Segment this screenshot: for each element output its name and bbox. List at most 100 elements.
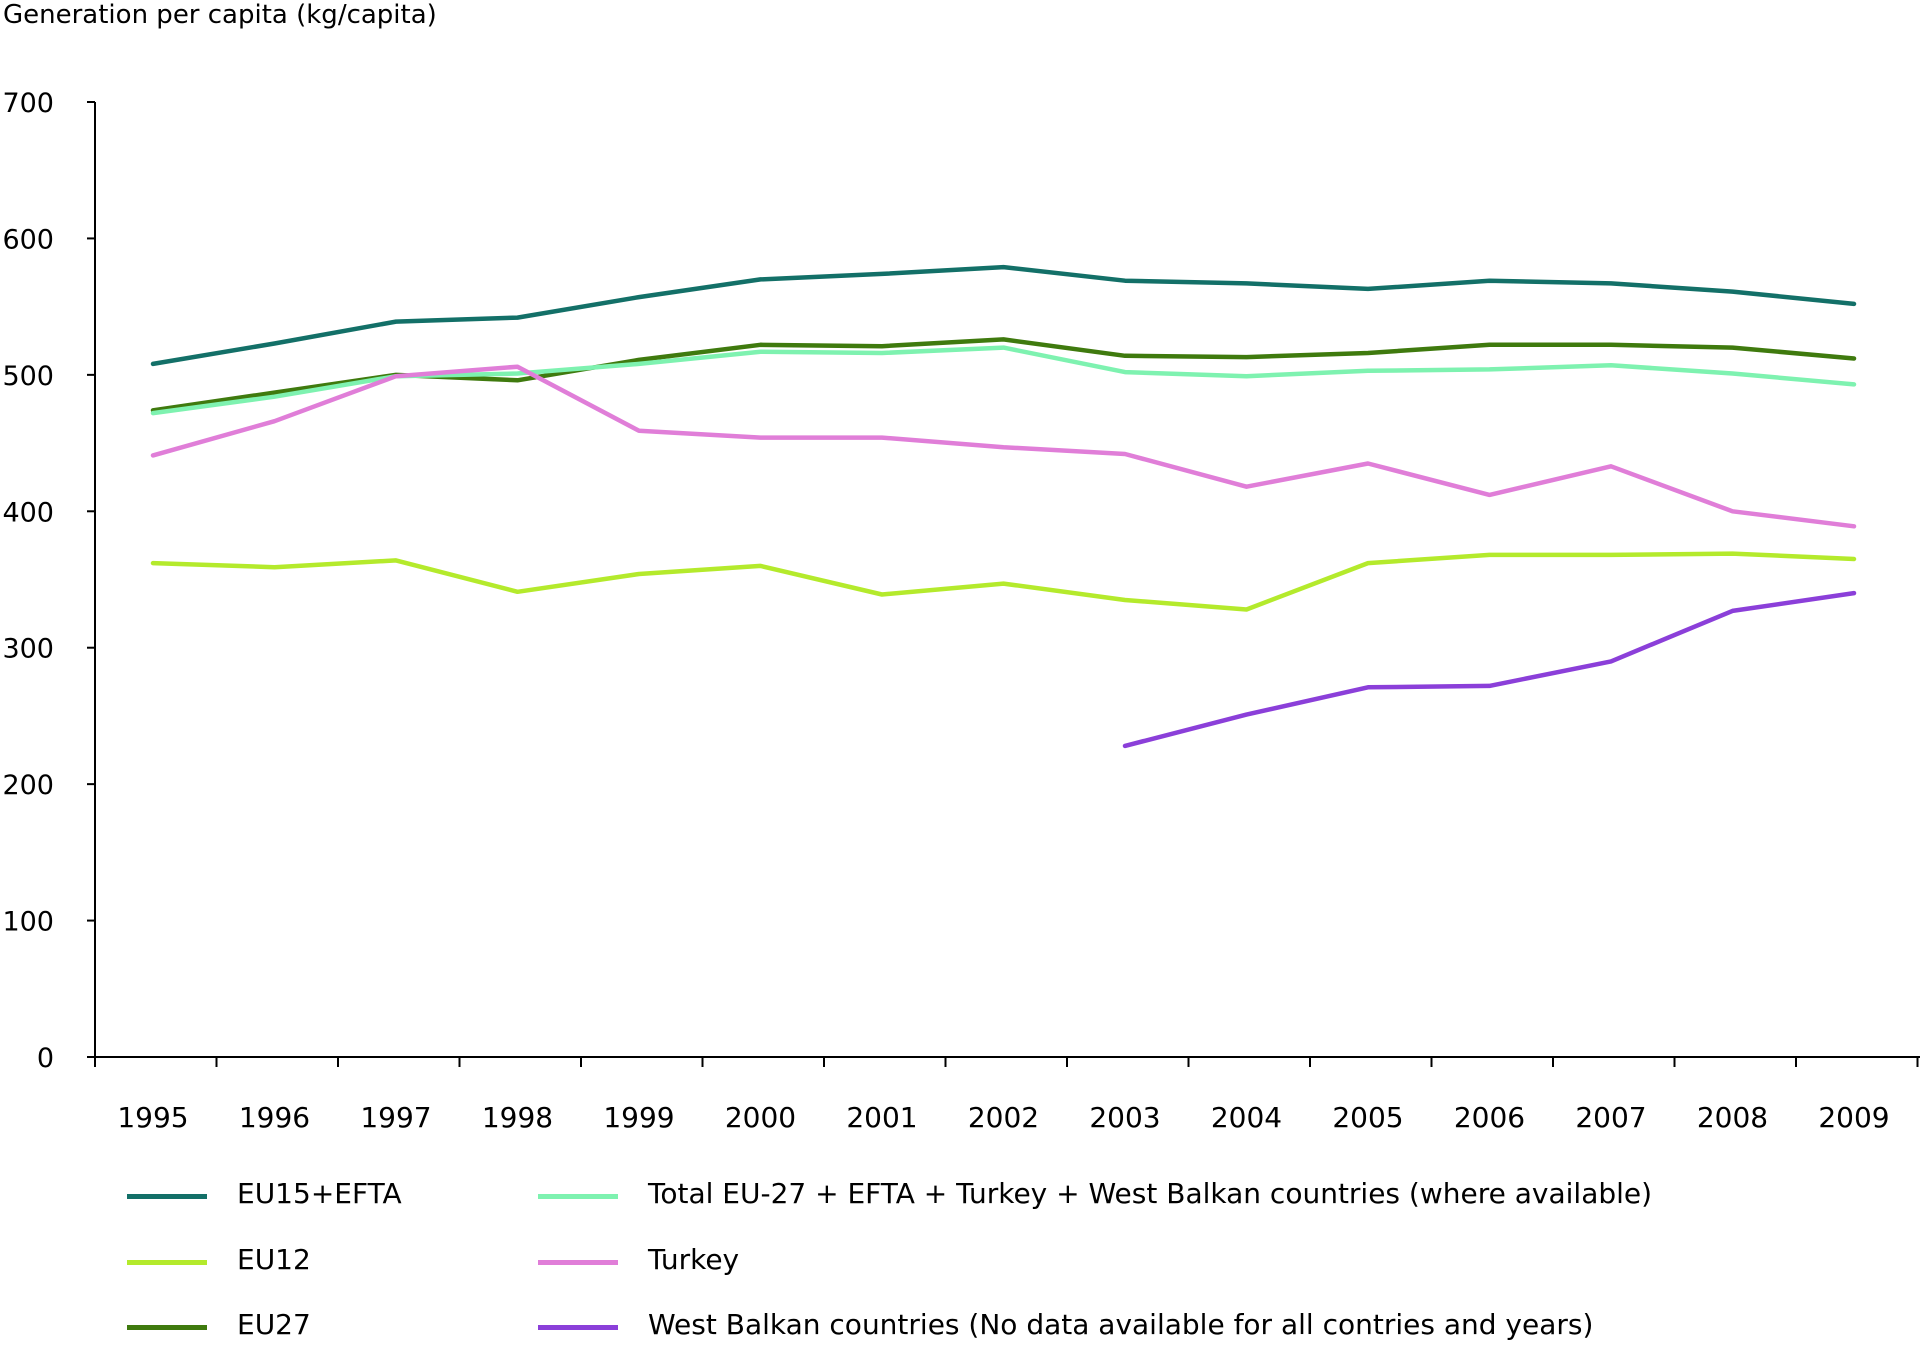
x-tick-label: 1995: [117, 1101, 188, 1134]
y-tick-label: 0: [37, 1043, 54, 1074]
data-point: [394, 558, 398, 562]
data-point: [1852, 524, 1856, 528]
data-point: [1245, 608, 1248, 611]
data-point: [759, 436, 762, 440]
data-point: [1609, 553, 1613, 557]
y-axis-title: Generation per capita (kg/capita): [3, 0, 437, 30]
data-point: [1123, 744, 1127, 748]
data-point: [1488, 684, 1491, 688]
x-tick-label: 2000: [725, 1101, 796, 1134]
axes: [94, 102, 1920, 1058]
data-point: [1002, 337, 1005, 341]
data-point: [1488, 367, 1491, 371]
x-tick-label: 1998: [482, 1101, 553, 1134]
data-point: [880, 436, 884, 440]
data-point: [1002, 445, 1005, 449]
data-point: [151, 362, 155, 366]
data-point: [1123, 370, 1127, 374]
data-point: [1852, 302, 1856, 306]
data-point: [1852, 382, 1856, 386]
data-point: [637, 295, 641, 299]
data-point: [759, 564, 762, 568]
data-point: [637, 429, 641, 433]
data-point: [273, 391, 276, 395]
data-point: [516, 372, 519, 375]
data-point: [1488, 343, 1491, 347]
data-point: [1245, 355, 1248, 359]
data-point: [1123, 279, 1127, 283]
data-point: [1609, 363, 1613, 367]
x-tick-label: 1996: [239, 1101, 310, 1134]
data-point: [516, 378, 519, 382]
data-point: [1609, 659, 1613, 663]
x-ticks: 1995 1996 1997 1998 1999 2000 2001 2002 2003 2004…: [94, 1057, 1919, 1134]
data-point: [759, 350, 762, 354]
data-point: [273, 395, 276, 399]
x-tick-label: 2005: [1332, 1101, 1403, 1134]
data-point: [1002, 582, 1005, 586]
x-tick-label: 2003: [1089, 1101, 1160, 1134]
x-tick-label: 2008: [1697, 1101, 1768, 1134]
data-point: [273, 342, 276, 345]
data-point: [880, 593, 884, 596]
data-point: [516, 590, 519, 594]
data-point: [880, 272, 884, 276]
data-point: [880, 351, 884, 355]
data-point: [759, 343, 762, 347]
series-line-3: [150, 345, 1857, 416]
data-point: [1123, 452, 1127, 456]
data-point: [1245, 374, 1248, 378]
data-point: [637, 358, 641, 362]
x-tick-label: 1997: [360, 1101, 431, 1134]
x-tick-label: 2007: [1575, 1101, 1646, 1134]
x-tick-label: 2001: [846, 1101, 917, 1134]
data-point: [1852, 557, 1856, 561]
y-tick-label: 600: [2, 224, 54, 255]
y-tick-label: 300: [2, 634, 54, 665]
series-lines: [150, 264, 1857, 749]
data-point: [1731, 372, 1734, 375]
y-tick-label: 100: [2, 907, 54, 938]
data-point: [273, 565, 276, 569]
data-point: [394, 374, 398, 378]
data-point: [273, 419, 276, 423]
x-tick-label: 2006: [1454, 1101, 1525, 1134]
data-point: [1852, 357, 1856, 360]
data-point: [1123, 354, 1127, 358]
data-point: [1245, 485, 1248, 489]
data-point: [1366, 287, 1370, 291]
data-point: [1245, 713, 1248, 717]
data-point: [516, 365, 519, 369]
data-point: [1731, 552, 1734, 556]
x-tick-label: 1999: [603, 1101, 674, 1134]
y-ticks: 0 100 200 300 400 500 600 700: [2, 88, 95, 1074]
series-line-1: [150, 551, 1857, 612]
data-point: [1731, 290, 1734, 294]
data-point: [1609, 343, 1613, 347]
data-point: [151, 411, 155, 415]
data-point: [1366, 462, 1370, 465]
data-point: [1245, 281, 1248, 285]
data-point: [637, 572, 641, 576]
x-tick-label: 2004: [1211, 1101, 1282, 1134]
data-point: [1731, 346, 1734, 350]
data-point: [1731, 609, 1734, 613]
data-point: [151, 453, 155, 457]
y-tick-label: 500: [2, 361, 54, 392]
data-point: [1123, 598, 1127, 602]
y-tick-label: 700: [2, 88, 54, 119]
y-tick-label: 400: [2, 497, 54, 528]
series-line-5: [1122, 590, 1857, 749]
data-point: [1366, 351, 1370, 355]
data-point: [151, 561, 155, 565]
data-point: [759, 277, 762, 281]
y-tick-label: 200: [2, 770, 54, 801]
x-tick-label: 2002: [968, 1101, 1039, 1134]
data-point: [1731, 509, 1734, 513]
data-point: [1002, 346, 1005, 350]
data-point: [1366, 561, 1370, 565]
data-point: [1488, 279, 1491, 283]
data-point: [1609, 281, 1613, 285]
data-point: [1852, 591, 1856, 595]
